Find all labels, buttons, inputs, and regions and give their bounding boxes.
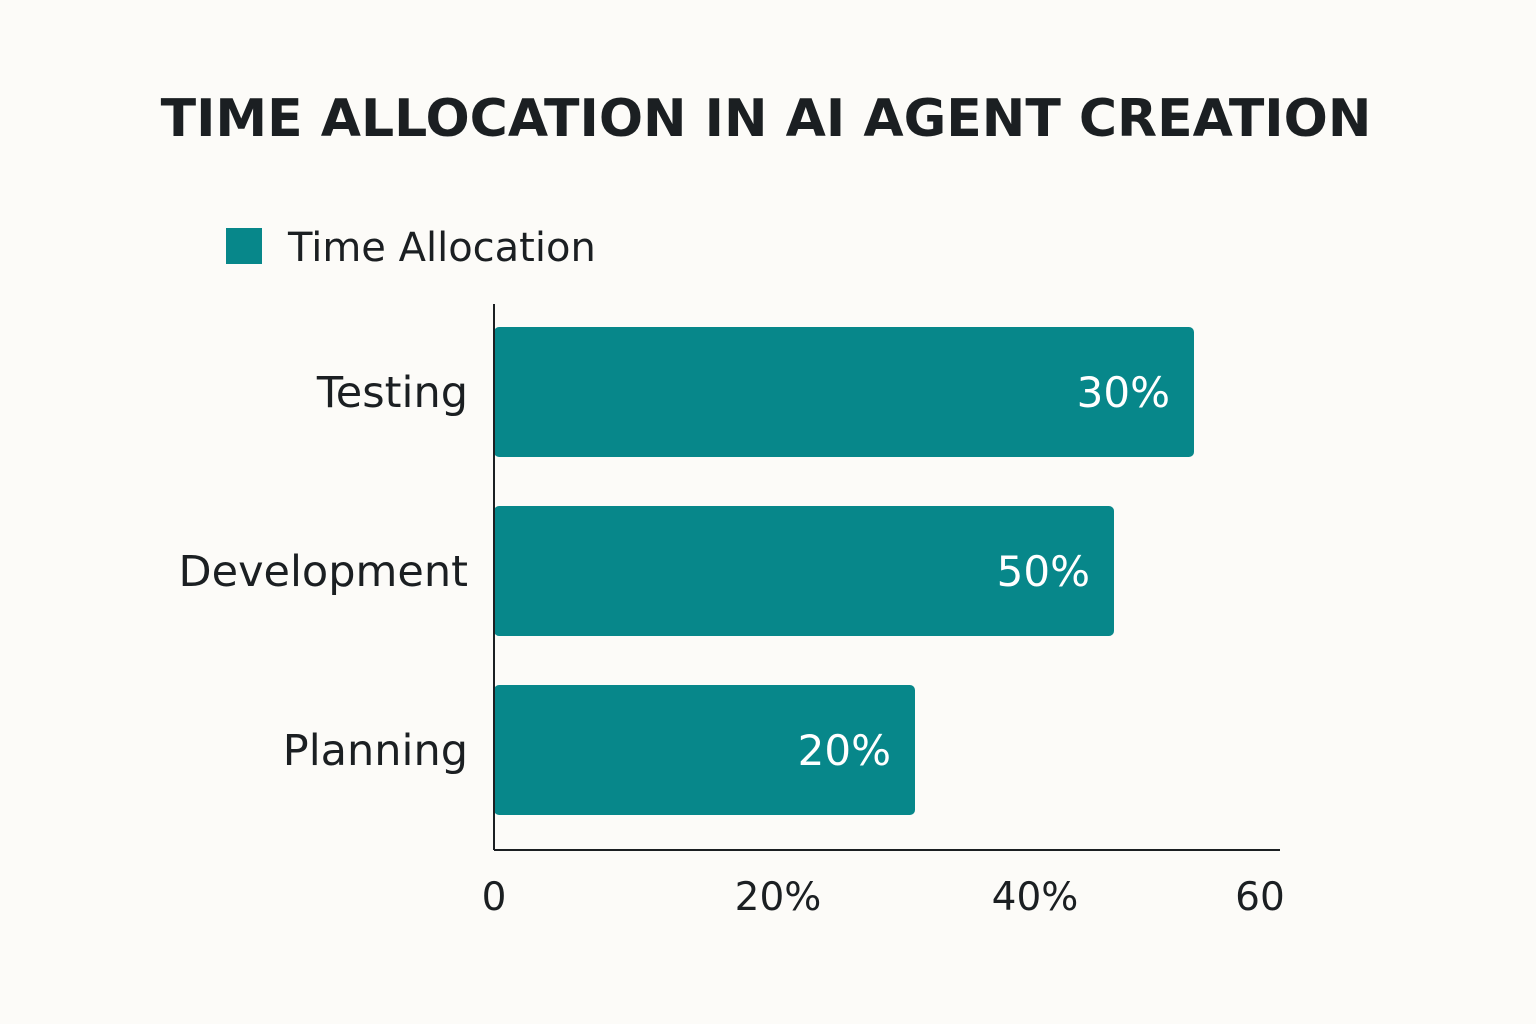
x-tick-label-0: 0 <box>482 875 507 920</box>
category-labels: Testing Development Planning <box>179 368 468 776</box>
bar-development <box>494 506 1114 636</box>
category-label-testing: Testing <box>316 368 468 418</box>
legend-swatch <box>226 228 262 264</box>
bars: 30% 50% 20% <box>494 327 1194 815</box>
chart-title: TIME ALLOCATION IN AI AGENT CREATION <box>161 89 1372 149</box>
data-label-planning: 20% <box>798 726 891 775</box>
legend: Time Allocation <box>226 225 596 271</box>
bar-planning <box>494 685 915 815</box>
legend-label: Time Allocation <box>287 225 596 271</box>
category-label-development: Development <box>179 547 468 597</box>
data-label-development: 50% <box>997 547 1090 596</box>
x-tick-label-1: 20% <box>735 875 822 920</box>
x-tick-label-3: 60 <box>1235 875 1285 920</box>
x-tick-label-2: 40% <box>992 875 1079 920</box>
bar-testing <box>494 327 1194 457</box>
category-label-planning: Planning <box>283 726 468 776</box>
x-axis-ticks: 0 20% 40% 60 <box>482 875 1285 920</box>
data-label-testing: 30% <box>1077 368 1170 417</box>
